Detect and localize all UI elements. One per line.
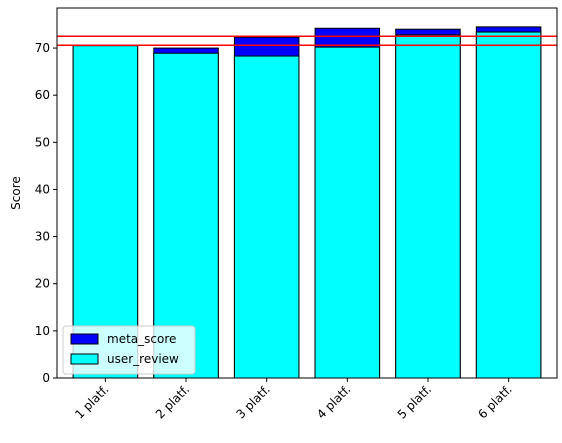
legend-swatch bbox=[70, 353, 99, 365]
y-tick-label: 60 bbox=[35, 88, 50, 102]
x-tick-label: 4 platf. bbox=[314, 382, 353, 421]
y-tick-label: 40 bbox=[35, 182, 50, 196]
y-tick-label: 70 bbox=[35, 41, 50, 55]
y-tick-label: 10 bbox=[35, 324, 50, 338]
y-tick-label: 50 bbox=[35, 135, 50, 149]
legend-swatch bbox=[70, 333, 99, 345]
legend-label: meta_score bbox=[107, 332, 176, 346]
y-axis-label: Score bbox=[9, 176, 23, 210]
x-tick-label: 5 platf. bbox=[395, 382, 434, 421]
x-tick-label: 3 platf. bbox=[233, 382, 272, 421]
bar bbox=[475, 31, 542, 379]
bar bbox=[395, 34, 461, 379]
bar bbox=[314, 46, 381, 379]
x-tick-label: 2 platf. bbox=[153, 382, 192, 421]
x-tick-label: 6 platf. bbox=[475, 382, 514, 421]
y-tick-label: 20 bbox=[35, 277, 50, 291]
plot-frame bbox=[56, 7, 558, 379]
x-tick-label: 1 platf. bbox=[72, 382, 111, 421]
y-tick-label: 0 bbox=[42, 371, 50, 385]
y-tick-label: 30 bbox=[35, 230, 50, 244]
legend-label: user_review bbox=[107, 352, 179, 366]
bar bbox=[233, 55, 300, 379]
bar bbox=[153, 52, 219, 379]
